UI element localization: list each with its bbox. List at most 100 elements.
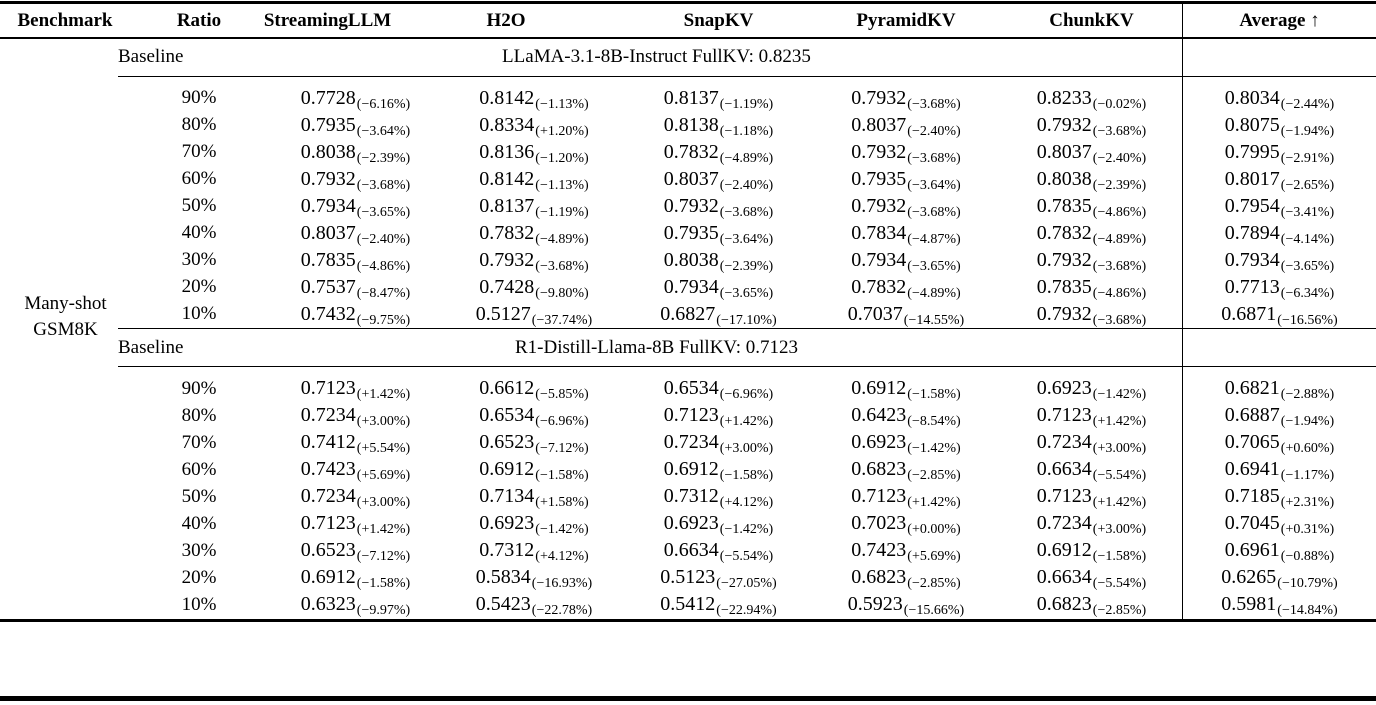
- score-delta: (−2.88%): [1280, 387, 1335, 402]
- value-cell: 0.6823(−2.85%): [1000, 593, 1183, 618]
- score-delta: (+0.60%): [1280, 441, 1335, 456]
- value-cell: 0.6265(−10.79%): [1183, 566, 1376, 591]
- score-delta: (−5.54%): [1092, 468, 1147, 483]
- score-value: 0.7037: [847, 302, 903, 325]
- score-delta: (−1.58%): [719, 468, 774, 483]
- header-bottom-rule: [0, 37, 1376, 39]
- score-value: 0.7123: [300, 512, 356, 534]
- benchmark-label: Many-shot GSM8K: [0, 291, 131, 343]
- value-cell: 0.8037(−2.40%): [812, 114, 1000, 139]
- score-delta: (+3.00%): [356, 495, 411, 510]
- score-value: 0.6823: [851, 458, 907, 480]
- score-value: 0.7995: [1224, 140, 1280, 163]
- value-cell: 0.7123(+1.42%): [1000, 485, 1183, 510]
- ratio-cell: 20%: [181, 566, 217, 588]
- score-value: 0.6821: [1224, 377, 1280, 399]
- score-delta: (−2.85%): [1092, 603, 1147, 618]
- score-delta: (−3.68%): [535, 258, 589, 274]
- value-cell: 0.7935(−3.64%): [812, 168, 1000, 193]
- score-delta: (−8.47%): [356, 285, 411, 301]
- score-delta: (−3.68%): [719, 204, 774, 220]
- table-row: 60% 0.7423(+5.69%) 0.6912(−1.58%) 0.6912(−1…: [0, 456, 1376, 483]
- score-delta: (−1.94%): [1280, 414, 1335, 429]
- score-delta: (−4.86%): [1092, 204, 1147, 220]
- score-delta: (+1.42%): [907, 495, 961, 510]
- value-cell: 0.7312(+4.12%): [625, 485, 812, 510]
- score-delta: (−2.40%): [907, 123, 961, 139]
- value-cell: 0.6912(−1.58%): [1000, 539, 1183, 564]
- score-delta: (−2.65%): [1280, 177, 1335, 193]
- score-value: 0.7234: [300, 485, 356, 507]
- value-cell: 0.7713(−6.34%): [1183, 275, 1376, 301]
- score-value: 0.7713: [1224, 275, 1280, 298]
- score-value: 0.7023: [851, 512, 907, 534]
- value-cell: 0.7834(−4.87%): [812, 222, 1000, 247]
- table-row: 30% 0.6523(−7.12%) 0.7312(+4.12%) 0.6634(−5…: [0, 537, 1376, 564]
- value-cell: 0.7537(−8.47%): [268, 276, 443, 301]
- value-cell: 0.6534(−6.96%): [443, 404, 625, 429]
- score-delta: (−6.16%): [356, 96, 411, 112]
- score-delta: (−3.68%): [907, 150, 961, 166]
- score-delta: (−4.86%): [1092, 285, 1147, 301]
- value-cell: 0.6534(−6.96%): [625, 377, 812, 402]
- value-cell: 0.6961(−0.88%): [1183, 539, 1376, 564]
- score-value: 0.7123: [1036, 404, 1092, 426]
- score-value: 0.5412: [660, 593, 716, 615]
- score-value: 0.7832: [663, 140, 719, 163]
- value-cell: 0.6887(−1.94%): [1183, 404, 1376, 429]
- column-header-ratio: Ratio: [176, 9, 222, 31]
- value-cell: 0.7932(−3.68%): [812, 195, 1000, 220]
- value-cell: 0.7932(−3.68%): [812, 141, 1000, 166]
- score-delta: (−3.68%): [907, 96, 961, 112]
- column-header-benchmark: Benchmark: [17, 9, 113, 31]
- table-bottom-rule: [0, 619, 1376, 622]
- score-value: 0.7123: [300, 377, 356, 399]
- score-delta: (−2.91%): [1280, 150, 1335, 166]
- value-cell: 0.7234(+3.00%): [1000, 431, 1183, 456]
- score-delta: (−16.93%): [531, 576, 593, 591]
- score-delta: (−2.40%): [1092, 150, 1147, 166]
- score-value: 0.6523: [300, 539, 356, 561]
- value-cell: 0.6871(−16.56%): [1183, 303, 1376, 328]
- score-delta: (−8.54%): [907, 414, 961, 429]
- score-value: 0.7234: [1036, 512, 1092, 534]
- score-delta: (−3.65%): [356, 204, 411, 220]
- score-delta: (−1.42%): [1092, 387, 1147, 402]
- score-value: 0.7728: [300, 86, 356, 109]
- score-delta: (−3.68%): [907, 204, 961, 220]
- value-cell: 0.7234(+3.00%): [1000, 512, 1183, 537]
- score-value: 0.7234: [1036, 431, 1092, 453]
- value-cell: 0.5423(−22.78%): [443, 593, 625, 618]
- value-cell: 0.7995(−2.91%): [1183, 140, 1376, 166]
- score-value: 0.8137: [663, 86, 719, 109]
- score-value: 0.7935: [663, 221, 719, 244]
- value-cell: 0.8038(−2.39%): [625, 249, 812, 274]
- table-row: 70% 0.8038(−2.39%) 0.8136(−1.20%) 0.7832(−4…: [0, 139, 1376, 166]
- score-delta: (−2.39%): [719, 258, 774, 274]
- score-delta: (−1.58%): [907, 387, 961, 402]
- score-value: 0.8038: [300, 140, 356, 163]
- score-value: 0.6912: [300, 566, 356, 588]
- score-delta: (−4.86%): [356, 258, 411, 274]
- value-cell: 0.7932(−3.68%): [1000, 249, 1183, 274]
- ratio-cell: 70%: [181, 431, 217, 453]
- score-delta: (−7.12%): [356, 549, 411, 564]
- score-value: 0.7934: [663, 275, 719, 298]
- table-row: 20% 0.7537(−8.47%) 0.7428(−9.80%) 0.7934(−3…: [0, 274, 1376, 301]
- value-cell: 0.6821(−2.88%): [1183, 377, 1376, 402]
- value-cell: 0.7934(−3.65%): [1183, 249, 1376, 274]
- score-delta: (−1.13%): [535, 96, 589, 112]
- baseline-title-llama: LLaMA-3.1-8B-Instruct FullKV: 0.8235: [502, 46, 811, 67]
- score-delta: (+4.12%): [719, 495, 774, 510]
- score-value: 0.7134: [479, 485, 535, 507]
- score-value: 0.6523: [479, 431, 535, 453]
- score-value: 0.7935: [300, 113, 356, 136]
- score-delta: (−1.42%): [719, 522, 774, 537]
- score-value: 0.7932: [479, 248, 535, 271]
- score-delta: (−1.42%): [907, 441, 961, 456]
- value-cell: 0.8075(−1.94%): [1183, 114, 1376, 139]
- score-value: 0.6534: [663, 377, 719, 399]
- score-delta: (−3.65%): [719, 285, 774, 301]
- score-value: 0.6823: [851, 566, 907, 588]
- score-delta: (−22.78%): [531, 603, 593, 618]
